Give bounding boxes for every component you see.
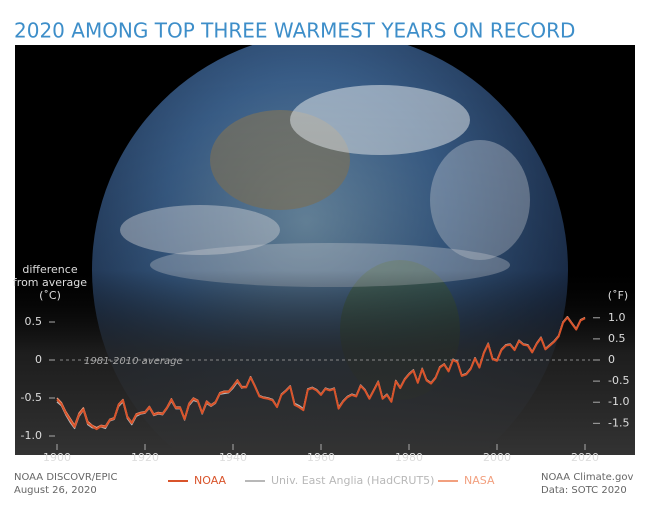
x-tick-label: 1900 — [43, 451, 71, 464]
y2-tick-label: -1.0 — [608, 395, 629, 408]
legend-label: NOAA — [194, 474, 227, 487]
y-tick-label: 0.5 — [25, 315, 43, 328]
y2-axis-label: (˚F) — [608, 289, 628, 302]
legend-label: Univ. East Anglia (HadCRUT5) — [271, 474, 434, 487]
y2-tick-label: -0.5 — [608, 374, 629, 387]
y2-tick-label: 1.0 — [608, 311, 626, 324]
source-line: August 26, 2020 — [14, 485, 97, 496]
y2-tick-label: -1.5 — [608, 416, 629, 429]
x-tick-label: 2020 — [571, 451, 599, 464]
source-left: NOAA DISCOVR/EPIC August 26, 2020 — [14, 472, 117, 496]
earth-image — [15, 45, 635, 455]
y-tick-label: -0.5 — [21, 391, 42, 404]
annotation: 1981-2010 average — [84, 356, 183, 367]
y-tick-label: 0 — [35, 353, 42, 366]
chart-title: 2020 AMONG TOP THREE WARMEST YEARS ON RE… — [14, 19, 575, 43]
y2-tick-label: 0 — [608, 353, 615, 366]
source-line: NOAA DISCOVR/EPIC — [14, 472, 117, 483]
y-axis-label-line: difference — [22, 263, 77, 276]
x-tick-label: 1920 — [131, 451, 159, 464]
x-tick-label: 1940 — [219, 451, 247, 464]
x-tick-label: 2000 — [483, 451, 511, 464]
source-line: NOAA Climate.gov — [541, 472, 633, 483]
y-axis-label-line: from average — [13, 276, 87, 289]
source-right: NOAA Climate.gov Data: SOTC 2020 — [541, 472, 633, 496]
y2-tick-label: 0.5 — [608, 332, 626, 345]
y-axis-label-line: (˚C) — [39, 289, 61, 302]
x-tick-label: 1960 — [307, 451, 335, 464]
legend-label: NASA — [464, 474, 495, 487]
x-tick-label: 1980 — [395, 451, 423, 464]
y-tick-label: -1.0 — [21, 429, 42, 442]
series-line — [56, 316, 586, 431]
source-line: Data: SOTC 2020 — [541, 485, 627, 496]
